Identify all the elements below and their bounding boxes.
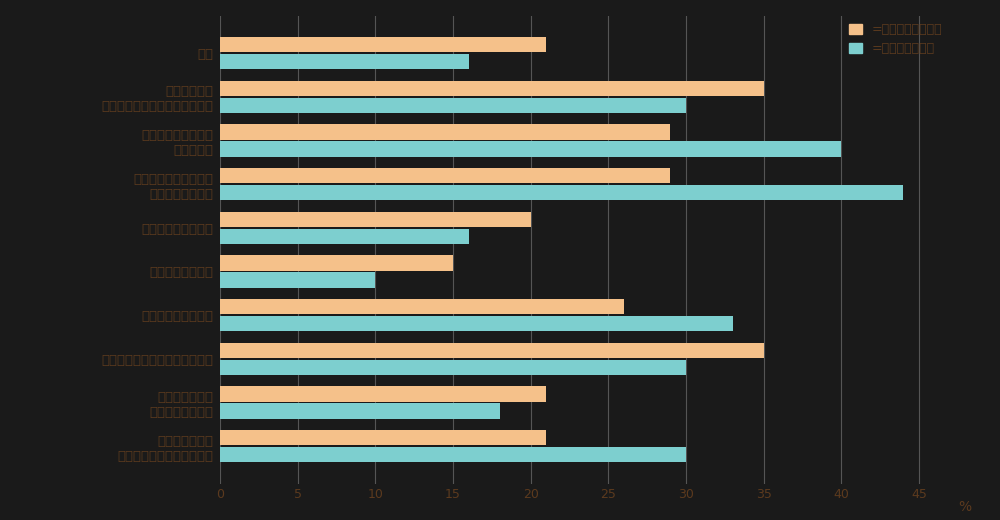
X-axis label: %: % — [958, 500, 971, 514]
Bar — [220, 404, 500, 419]
Bar — [220, 272, 375, 288]
Bar — [220, 98, 686, 113]
Bar — [220, 168, 670, 183]
Bar — [220, 37, 546, 52]
Bar — [220, 430, 546, 445]
Bar — [220, 255, 453, 270]
Bar — [220, 229, 469, 244]
Bar — [220, 124, 670, 139]
Bar — [220, 185, 903, 200]
Bar — [220, 343, 764, 358]
Legend: =キャリアビジョン, =ライフビジョン: =キャリアビジョン, =ライフビジョン — [844, 18, 948, 60]
Bar — [220, 212, 531, 227]
Bar — [220, 81, 764, 96]
Bar — [220, 316, 733, 331]
Bar — [220, 360, 686, 375]
Bar — [220, 54, 469, 69]
Bar — [220, 386, 546, 401]
Bar — [220, 447, 686, 462]
Bar — [220, 141, 841, 157]
Bar — [220, 299, 624, 314]
